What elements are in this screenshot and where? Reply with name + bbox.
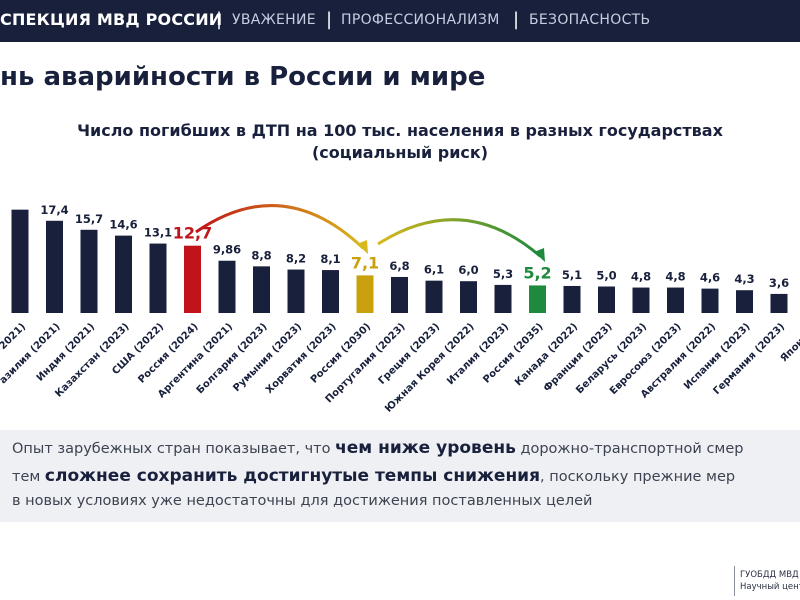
data-label: 8,1: [320, 252, 340, 266]
brand-title: СПЕКЦИЯ МВД РОССИИ: [0, 10, 223, 29]
bar: [80, 229, 98, 313]
info-line-1: Опыт зарубежных стран показывает, что че…: [12, 438, 743, 458]
trend-arrowhead-2030: [357, 240, 368, 254]
data-label: 4,8: [631, 270, 651, 284]
category-label: Канада (2022): [513, 321, 580, 388]
trend-arrow-2024-2030: [195, 204, 365, 250]
bar: [287, 269, 305, 313]
bar: [391, 276, 408, 313]
bar: [11, 209, 29, 313]
bar: [563, 285, 581, 313]
data-label: 4,8: [665, 270, 685, 284]
motto-respect: УВАЖЕНИЕ: [232, 12, 316, 28]
footer-subtitle: Научный центр: [740, 582, 800, 592]
footer-org: ГУОБДД МВД Р: [740, 570, 800, 580]
bar: [598, 286, 615, 313]
category-label: Россия (2035): [481, 321, 545, 385]
data-label: 7,1: [351, 253, 379, 272]
info-line-2: тем сложнее сохранить достигнутые темпы …: [12, 466, 735, 486]
page-title: нь аварийности в России и мире: [0, 62, 486, 92]
bar: [460, 281, 477, 313]
category-label: 2021): [0, 321, 28, 352]
trend-arrow-2030-2035: [377, 218, 541, 258]
bar: [322, 270, 339, 313]
motto-safety: БЕЗОПАСНОСТЬ: [529, 12, 651, 28]
info-text: тем: [12, 469, 45, 485]
header-separator: |: [216, 9, 223, 30]
bar: [770, 293, 788, 313]
data-label: 5,0: [596, 269, 616, 283]
chart-title-block: Число погибших в ДТП на 100 тыс. населен…: [30, 120, 770, 164]
bar: [425, 280, 443, 313]
header-bar: СПЕКЦИЯ МВД РОССИИ | УВАЖЕНИЕ | ПРОФЕССИ…: [0, 0, 800, 42]
info-box: Опыт зарубежных стран показывает, что че…: [0, 430, 800, 522]
data-label: 5,3: [493, 267, 513, 281]
data-label: 9,86: [213, 243, 241, 257]
data-label: 15,7: [75, 212, 103, 226]
bar: [218, 260, 236, 313]
category-label: Индия (2021): [35, 321, 97, 383]
category-label: Италия (2023): [445, 321, 511, 387]
chart-title: Число погибших в ДТП на 100 тыс. населен…: [77, 121, 723, 140]
bar: [253, 266, 270, 313]
data-label: 3,6: [769, 276, 789, 290]
motto-professionalism: ПРОФЕССИОНАЛИЗМ: [341, 12, 500, 28]
bar: [115, 235, 132, 313]
bar: [184, 245, 201, 313]
data-label: 5,1: [562, 268, 582, 282]
data-label: 4,3: [734, 272, 754, 286]
bar: [632, 287, 650, 313]
bar: [701, 288, 719, 313]
info-line-3: в новых условиях уже недостаточны для до…: [12, 493, 593, 509]
data-label: 8,8: [251, 248, 271, 262]
data-label: 6,8: [389, 259, 409, 273]
bar: [736, 290, 753, 313]
data-label: 5,2: [523, 263, 551, 282]
category-label: Россия (2030): [309, 321, 373, 385]
category-label: Германия (2023): [711, 321, 787, 397]
info-text: дорожно-транспортной смер: [515, 441, 744, 457]
info-text: , поскольку прежние мер: [540, 469, 736, 485]
bar: [149, 243, 167, 313]
data-label: 4,6: [700, 271, 720, 285]
data-label: 8,2: [286, 252, 306, 266]
data-label: 13,1: [144, 226, 172, 240]
category-label: Испания (2023): [682, 321, 753, 392]
data-label: 14,6: [109, 218, 137, 232]
bar: [494, 284, 512, 313]
data-label: 6,0: [458, 263, 478, 277]
footer-divider: [734, 566, 735, 596]
info-text: Опыт зарубежных стран показывает, что: [12, 441, 336, 457]
bar: [356, 275, 374, 313]
data-label: 6,1: [424, 263, 444, 277]
header-separator: |: [326, 9, 333, 30]
data-label: 17,4: [40, 203, 68, 217]
chart-subtitle: (социальный риск): [311, 143, 489, 162]
category-label: Греция (2023): [377, 321, 442, 386]
header-separator: |: [513, 9, 520, 30]
bar: [667, 287, 684, 313]
bar: [529, 285, 546, 313]
info-emphasis: чем ниже уровень: [335, 438, 516, 458]
info-emphasis: сложнее сохранить достигнутые темпы сниж…: [44, 466, 541, 486]
bar: [46, 220, 63, 313]
trend-arrowhead-2035: [534, 248, 545, 262]
category-label: Россия (2024): [136, 321, 200, 385]
